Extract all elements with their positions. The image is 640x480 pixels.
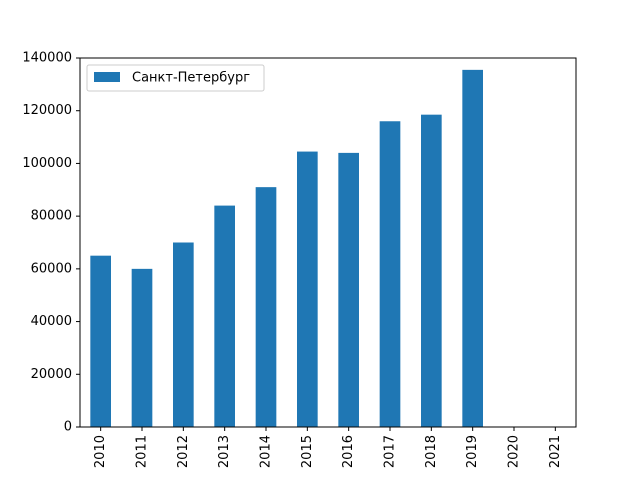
bar-2015 — [297, 151, 318, 427]
bar-2013 — [214, 205, 235, 427]
x-tick-label: 2018 — [424, 435, 439, 468]
legend-box — [86, 64, 265, 92]
bar-2017 — [379, 121, 401, 427]
x-tick-label: 2019 — [465, 435, 480, 468]
x-tick-label: 2012 — [176, 435, 191, 468]
x-tick-label: 2017 — [383, 435, 398, 468]
y-tick-label: 120000 — [22, 103, 72, 118]
y-tick-label: 0 — [64, 420, 72, 435]
y-tick-label: 100000 — [22, 156, 72, 171]
x-tick-label: 2011 — [135, 435, 150, 468]
legend-swatch — [94, 72, 120, 82]
x-tick-label: 2021 — [548, 435, 563, 468]
y-tick-label: 140000 — [22, 51, 72, 66]
bar-2016 — [338, 152, 359, 427]
x-tick-label: 2010 — [93, 435, 108, 468]
bar-2011 — [131, 268, 153, 427]
bar-2019 — [462, 69, 483, 427]
y-tick-label: 80000 — [31, 209, 72, 224]
bar-2012 — [173, 242, 194, 427]
x-tick-label: 2014 — [259, 435, 274, 468]
legend-label: Санкт-Петербург — [132, 71, 250, 86]
y-tick-label: 40000 — [31, 314, 72, 329]
x-axis-ticks: 2010 2011 2012 2013 2014 2015 2016 2017 2018 2019… — [93, 427, 563, 468]
legend: Санкт-Петербург — [86, 64, 265, 92]
plot-area-frame — [79, 57, 577, 428]
bar-2018 — [421, 114, 442, 428]
x-tick-label: 2016 — [341, 435, 356, 468]
y-tick-label: 20000 — [31, 367, 72, 382]
bars-group — [90, 69, 483, 428]
y-tick-label: 60000 — [31, 261, 72, 276]
x-tick-label: 2015 — [300, 435, 315, 468]
bar-2014 — [255, 187, 277, 427]
bar-2010 — [90, 255, 111, 427]
x-tick-label: 2013 — [217, 435, 232, 468]
y-axis-ticks: 0 20000 40000 60000 80000 100000 120000 140000 — [22, 51, 80, 435]
x-tick-label: 2020 — [507, 435, 522, 468]
